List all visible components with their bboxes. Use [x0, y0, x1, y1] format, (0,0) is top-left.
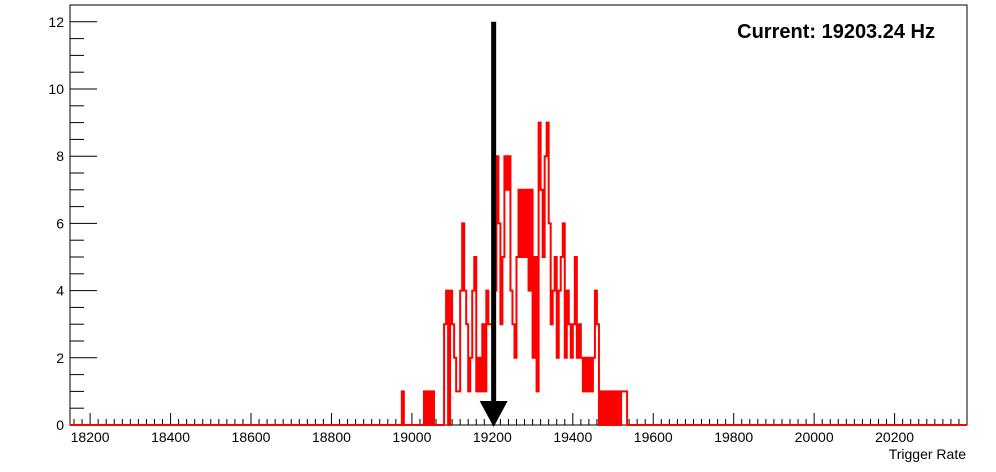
current-rate-arrow: [479, 21, 508, 427]
x-tick-label: 18400: [151, 429, 190, 445]
plot-frame: [69, 4, 968, 426]
axis-tick-labels: 18200 18400 18600 18800 19000 19200 19400 19600…: [48, 14, 914, 445]
y-tick-label: 8: [56, 148, 64, 164]
x-tick-label: 19800: [714, 429, 753, 445]
x-tick-label: 20200: [875, 429, 914, 445]
current-rate-annotation: Current: 19203.24 Hz: [737, 21, 935, 43]
x-tick-label: 18800: [312, 429, 351, 445]
y-tick-label: 0: [56, 417, 64, 433]
y-tick-label: 10: [48, 81, 64, 97]
histogram-series-line: [70, 121, 967, 426]
x-tick-label: 18600: [232, 429, 271, 445]
x-tick-label: 19600: [634, 429, 673, 445]
x-tick-label: 19400: [553, 429, 592, 445]
y-tick-label: 4: [56, 283, 64, 299]
x-tick-label: 18200: [71, 429, 110, 445]
arrow-head: [479, 401, 508, 427]
x-tick-label: 19200: [473, 429, 512, 445]
x-tick-label: 20000: [795, 429, 834, 445]
y-tick-label: 6: [56, 215, 64, 231]
y-tick-label: 2: [56, 350, 64, 366]
x-tick-label: 19000: [392, 429, 431, 445]
x-axis-title: Trigger Rate: [889, 446, 967, 462]
y-tick-label: 12: [48, 14, 64, 30]
